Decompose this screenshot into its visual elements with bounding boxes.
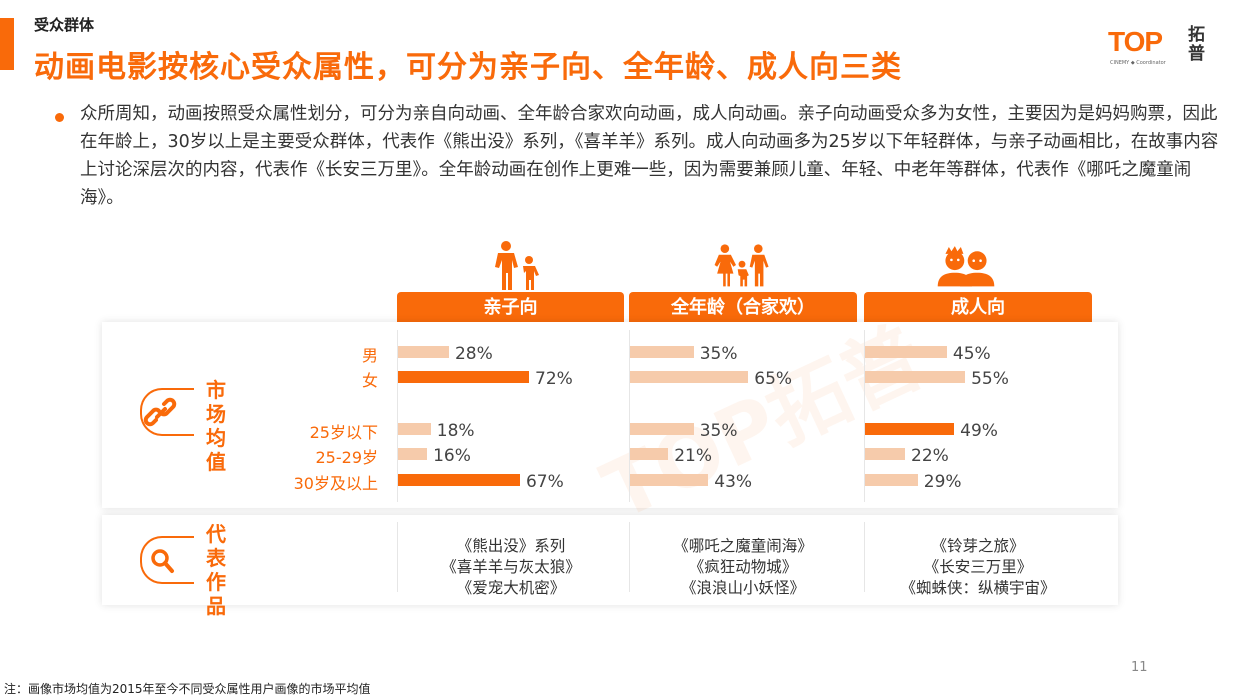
- bar: [865, 371, 966, 383]
- data-label: 55%: [971, 369, 1009, 389]
- intro-paragraph: 众所周知，动画按照受众属性划分，可分为亲自向动画、全年龄合家欢向动画，成人向动画…: [80, 104, 1219, 208]
- work-title: 《铃芽之旅》: [931, 537, 1025, 555]
- work-title: 《爱宠大机密》: [456, 579, 566, 597]
- work-title: 《哪吒之魔童闹海》: [673, 537, 813, 555]
- works-parent-child: 《熊出没》系列 《喜羊羊与灰太狼》 《爱宠大机密》: [397, 536, 625, 599]
- bar: [865, 448, 906, 460]
- logo: TOP 拓普 CINEMY ◆ Coordinator: [1108, 25, 1205, 67]
- bar: [630, 448, 669, 460]
- search-icon: [140, 536, 194, 584]
- bar: [630, 371, 749, 383]
- data-label: 67%: [525, 472, 564, 492]
- bar: [398, 448, 428, 460]
- work-title: 《喜羊羊与灰太狼》: [441, 558, 581, 576]
- divider: [397, 522, 398, 592]
- work-title: 《熊出没》系列: [456, 537, 566, 555]
- bar: [630, 346, 694, 358]
- data-label: 29%: [923, 472, 962, 492]
- bar: [630, 474, 709, 486]
- bar: [398, 474, 520, 486]
- work-title: 《长安三万里》: [923, 558, 1033, 576]
- divider: [864, 330, 865, 502]
- data-label: 28%: [454, 344, 493, 364]
- market-average-card: [102, 322, 1118, 508]
- column-header-parent-child: 亲子向: [397, 292, 624, 323]
- representative-works-label: 代表作品: [206, 522, 226, 618]
- divider: [629, 522, 630, 592]
- divider: [629, 330, 630, 502]
- footnote: 注：画像市场均值为2015年至今不同受众属性用户画像的市场平均值: [4, 682, 371, 696]
- work-title: 《疯狂动物城》: [688, 558, 798, 576]
- link-icon: [140, 388, 194, 436]
- parent-child-icon: [495, 241, 539, 290]
- data-label: 72%: [535, 369, 573, 389]
- data-label: 16%: [433, 446, 471, 466]
- category-label: 25-29岁: [315, 448, 379, 467]
- bar: [865, 346, 947, 358]
- adults-icon: [937, 246, 995, 287]
- section-label: 受众群体: [34, 16, 95, 34]
- divider: [864, 522, 865, 592]
- accent-bar: [0, 18, 14, 70]
- data-label: 22%: [911, 446, 949, 466]
- category-label: 30岁及以上: [293, 474, 378, 493]
- data-label: 65%: [754, 369, 793, 389]
- category-label: 25岁以下: [309, 423, 378, 442]
- bar: [398, 423, 431, 435]
- data-label: 43%: [714, 472, 753, 492]
- bar: [865, 423, 955, 435]
- data-label: 49%: [960, 421, 998, 441]
- works-adult: 《铃芽之旅》 《长安三万里》 《蜘蛛侠：纵横宇宙》: [864, 536, 1092, 599]
- work-title: 《浪浪山小妖怪》: [680, 579, 805, 597]
- category-label: 男: [361, 346, 378, 365]
- bar: [630, 423, 694, 435]
- data-label: 35%: [699, 344, 738, 364]
- page-number: 11: [1131, 660, 1148, 675]
- category-label: 女: [361, 371, 378, 390]
- works-all-ages: 《哪吒之魔童闹海》 《疯狂动物城》 《浪浪山小妖怪》: [629, 536, 857, 599]
- data-label: 21%: [674, 446, 713, 466]
- column-header-adult: 成人向: [864, 292, 1092, 323]
- bar: [398, 346, 449, 358]
- bullet-icon: [55, 113, 64, 122]
- work-title: 《蜘蛛侠：纵横宇宙》: [900, 579, 1056, 597]
- page-title: 动画电影按核心受众属性，可分为亲子向、全年龄、成人向三类: [34, 50, 902, 85]
- divider: [397, 330, 398, 502]
- bar: [398, 371, 530, 383]
- data-label: 18%: [436, 421, 475, 441]
- data-label: 45%: [952, 344, 991, 364]
- family-icon: [714, 244, 769, 287]
- column-header-all-ages: 全年龄（合家欢）: [629, 292, 857, 323]
- representative-works-card: [102, 515, 1118, 605]
- bar: [865, 474, 918, 486]
- market-average-label: 市场均值: [206, 378, 226, 474]
- data-label: 35%: [699, 421, 738, 441]
